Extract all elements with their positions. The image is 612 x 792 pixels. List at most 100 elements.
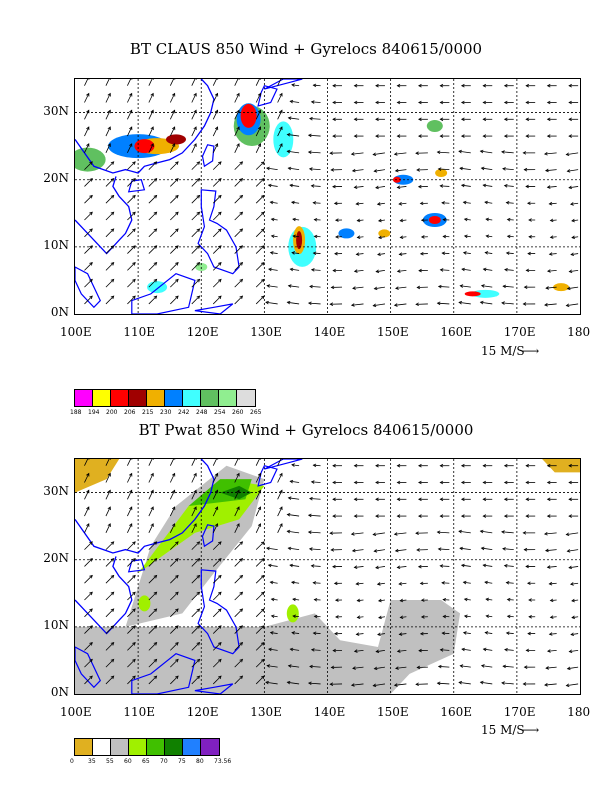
wind-vector xyxy=(376,269,386,273)
wind-vector-head xyxy=(265,680,269,685)
x-tick-label: 140E xyxy=(313,325,346,339)
wind-vector xyxy=(547,566,557,568)
wind-vector-head xyxy=(570,202,574,206)
wind-vector-head xyxy=(307,681,312,686)
wind-vector xyxy=(292,218,300,221)
wind-vector-head xyxy=(239,261,244,266)
wind-vector xyxy=(567,549,579,552)
wind-vector-head xyxy=(503,83,508,88)
wind-vector xyxy=(105,295,114,305)
wind-vector-head xyxy=(110,625,115,629)
wind-vector xyxy=(440,185,450,187)
wind-vector xyxy=(571,219,579,222)
wind-vector-head xyxy=(375,134,379,138)
wind-vector-head xyxy=(110,278,115,283)
wind-vector-head xyxy=(546,480,551,485)
wind-vector-head xyxy=(287,546,292,551)
wind-vector-head xyxy=(287,284,292,288)
wind-vector xyxy=(191,245,200,254)
wind-vector-head xyxy=(525,564,529,569)
wind-vector xyxy=(169,93,176,103)
cloud-region xyxy=(464,291,481,297)
wind-vector-head xyxy=(482,267,487,272)
wind-vector-head xyxy=(260,295,265,300)
wind-vector xyxy=(170,575,179,584)
colorbar-swatch xyxy=(93,739,111,755)
wind-vector-head xyxy=(307,513,312,518)
wind-vector-head xyxy=(399,235,404,239)
wind-vector-head xyxy=(459,664,464,668)
colorbar-tick-label: 75 xyxy=(178,758,186,765)
wind-vector-head xyxy=(153,261,158,266)
wind-vector xyxy=(170,178,179,187)
x-tick-label: 180 xyxy=(567,325,591,339)
wind-vector xyxy=(148,541,157,550)
pwat-region xyxy=(138,479,265,574)
wind-vector xyxy=(374,286,386,290)
wind-vector-head xyxy=(214,523,219,527)
wind-vector-head xyxy=(193,109,197,114)
wind-vector-head xyxy=(239,295,244,300)
wind-vector-head xyxy=(523,285,528,289)
coastline xyxy=(75,556,133,635)
wind-vector-head xyxy=(214,92,219,97)
wind-vector xyxy=(504,649,514,651)
wind-vector xyxy=(191,459,196,466)
wind-vector xyxy=(378,219,386,222)
wind-vector-head xyxy=(418,463,422,468)
wind-vector-head xyxy=(218,541,222,545)
wind-vector xyxy=(191,110,197,120)
wind-vector xyxy=(105,459,110,466)
wind-vector xyxy=(105,675,114,685)
wind-vector-head xyxy=(398,202,403,206)
wind-vector-head xyxy=(129,143,133,147)
wind-vector xyxy=(271,218,278,221)
wind-vector-head xyxy=(543,151,548,156)
wind-vector-head xyxy=(260,558,265,562)
wind-vector-head xyxy=(525,268,530,273)
wind-vector-head xyxy=(418,514,422,518)
wind-vector-head xyxy=(416,285,421,290)
wind-vector xyxy=(265,681,278,685)
wind-vector-head xyxy=(175,211,179,216)
wind-vector-head xyxy=(132,211,136,216)
wind-vector xyxy=(234,625,243,634)
wind-vector xyxy=(480,150,493,154)
wind-vector-head xyxy=(218,574,222,579)
wind-vector-head xyxy=(393,303,398,307)
wind-vector-head xyxy=(196,245,201,249)
wind-vector xyxy=(503,285,514,288)
wind-vector-head xyxy=(313,597,318,602)
wind-vector xyxy=(234,143,240,154)
wind-vector-head xyxy=(260,574,265,579)
wind-vector-head xyxy=(110,574,115,579)
wind-vector xyxy=(148,608,157,618)
wind-vector-head xyxy=(505,631,510,635)
wind-vector-head xyxy=(175,541,179,545)
wind-vector xyxy=(105,523,111,534)
wind-vector xyxy=(267,665,278,668)
wind-vector xyxy=(354,269,364,272)
wind-vector xyxy=(290,268,300,271)
wind-vector xyxy=(169,506,176,517)
wind-vector-head xyxy=(460,100,465,105)
wind-vector-head xyxy=(292,234,296,239)
wind-vector-head xyxy=(286,529,291,534)
wind-vector-head xyxy=(110,641,115,646)
wind-vector xyxy=(459,681,471,685)
wind-vector xyxy=(84,79,89,86)
wind-vector-head xyxy=(196,608,201,612)
wind-vector xyxy=(290,480,300,483)
wind-vector-head xyxy=(436,150,441,155)
wind-vector-head xyxy=(375,463,379,468)
wind-vector-head xyxy=(279,126,283,131)
island-outline xyxy=(75,266,102,309)
wind-vector-head xyxy=(393,152,398,156)
wind-vector-head xyxy=(196,625,201,629)
wind-vector-head xyxy=(89,161,93,165)
wind-vector xyxy=(234,675,243,685)
wind-vector-head xyxy=(484,631,489,635)
wind-vector-head xyxy=(89,625,93,629)
wind-vector-head xyxy=(356,218,361,223)
wind-vector xyxy=(290,100,300,103)
